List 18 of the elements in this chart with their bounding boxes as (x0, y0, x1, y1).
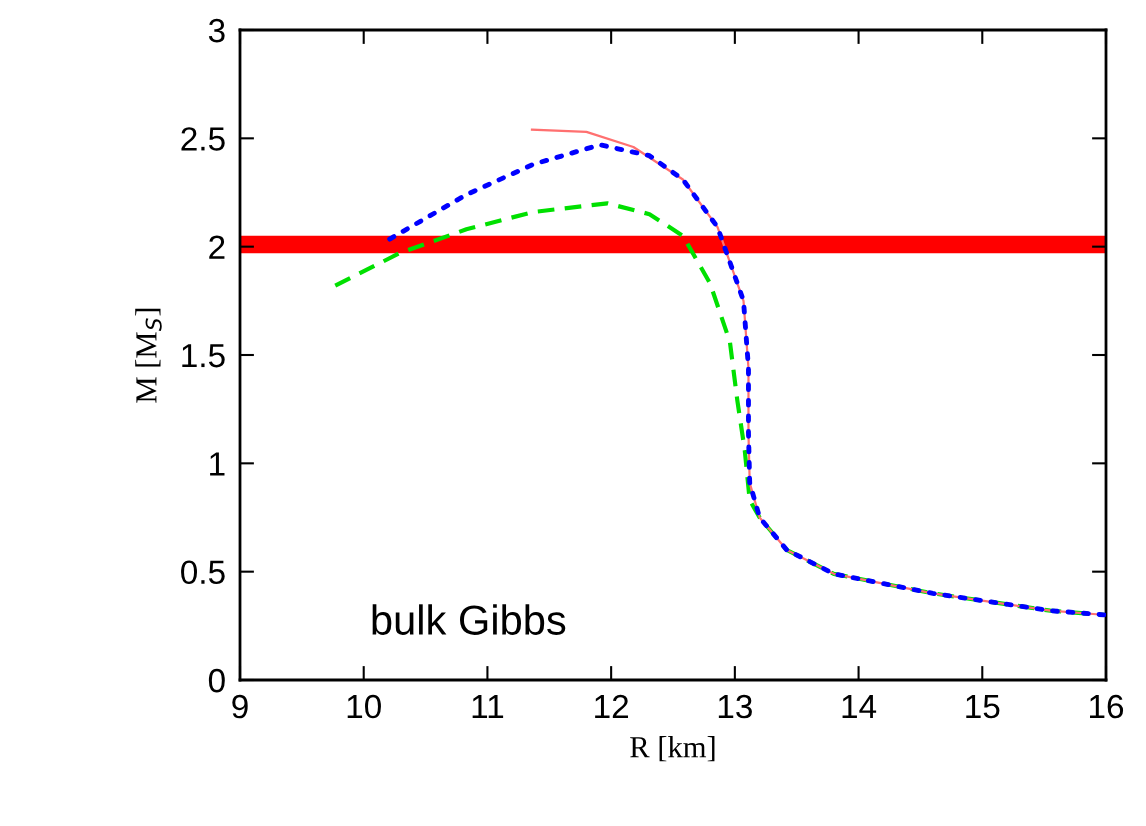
annotation: bulk Gibbs (372, 604, 566, 635)
x-tick-label: 16 (1090, 694, 1124, 719)
y-axis-title: M [M$_{S}$] (135, 308, 162, 403)
y-tick-label: 1.5 (182, 344, 225, 368)
y-tick-label: 3 (208, 18, 225, 43)
y-tick-label: 0.5 (181, 560, 225, 585)
y-tick-label: 2 (209, 235, 225, 259)
y-tick-label: 2.5 (181, 127, 225, 151)
x-tick-label: 14 (842, 695, 877, 719)
x-tick-label: 13 (718, 694, 752, 719)
x-tick-label: 9 (232, 694, 248, 719)
x-axis-title: R [km] (630, 736, 715, 762)
x-tick-label: 11 (472, 695, 504, 719)
x-tick-label: 10 (347, 694, 381, 719)
y-tick-label: 1 (210, 452, 225, 476)
y-tick-label: 0 (208, 668, 225, 693)
x-tick-label: 15 (966, 695, 1000, 719)
x-tick-label: 12 (595, 694, 629, 719)
